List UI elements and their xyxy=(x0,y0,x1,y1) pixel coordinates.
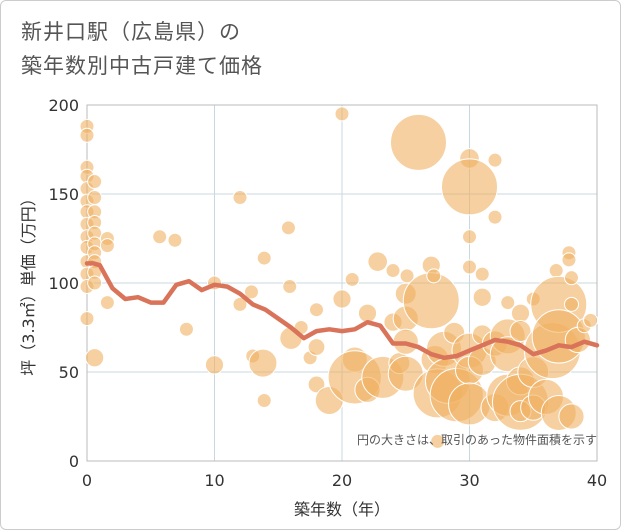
data-bubble xyxy=(509,320,532,343)
data-bubble xyxy=(309,302,324,318)
data-bubble xyxy=(99,295,115,311)
data-bubble xyxy=(87,275,103,291)
data-bubble xyxy=(99,238,115,254)
data-bubble xyxy=(583,312,599,328)
data-bubble xyxy=(510,303,531,323)
data-bubble xyxy=(248,348,278,378)
data-bubble xyxy=(367,251,389,272)
data-bubble xyxy=(500,295,516,311)
size-note: 円の大きさは、取引のあった物件面積を示す xyxy=(357,432,597,447)
data-bubble xyxy=(564,270,579,286)
data-bubble xyxy=(430,433,446,449)
chart-title: 新井口駅（広島県）の 築年数別中古戸建て価格 xyxy=(21,15,263,83)
data-bubble xyxy=(79,127,95,143)
data-bubble xyxy=(334,106,350,122)
data-bubble xyxy=(167,232,183,248)
data-bubble xyxy=(282,279,298,295)
chart-title-line2: 築年数別中古戸建て価格 xyxy=(21,54,263,78)
y-tick-label: 200 xyxy=(48,96,79,115)
data-bubble xyxy=(426,268,442,284)
data-bubble xyxy=(307,338,326,356)
x-tick-label: 40 xyxy=(587,471,607,490)
y-tick-label: 150 xyxy=(48,185,79,204)
data-bubble xyxy=(357,303,378,323)
data-bubble xyxy=(243,284,259,300)
data-bubble xyxy=(256,250,272,266)
data-bubble xyxy=(204,355,225,375)
data-bubble xyxy=(85,348,105,368)
data-bubble xyxy=(558,403,585,430)
y-tick-labels: 0 50 100 150 200 xyxy=(48,96,79,471)
data-bubble xyxy=(390,113,447,171)
data-bubble xyxy=(462,229,477,245)
data-bubble xyxy=(399,268,415,284)
x-tick-labels: 0 10 20 30 40 xyxy=(82,471,607,490)
data-bubble xyxy=(87,174,103,190)
x-axis-label: 築年数（年） xyxy=(294,500,390,519)
y-axis-label: 坪（3.3㎡）単価（万円） xyxy=(19,190,38,375)
data-bubble xyxy=(487,209,503,225)
data-bubble xyxy=(87,190,103,206)
data-bubble xyxy=(474,266,490,282)
data-bubble xyxy=(152,229,168,245)
data-bubble xyxy=(307,375,326,394)
data-bubble xyxy=(344,271,360,287)
y-tick-label: 0 xyxy=(69,452,79,471)
average-price-line xyxy=(84,261,600,361)
data-bubble xyxy=(472,287,492,307)
data-bubble xyxy=(564,296,579,312)
data-bubble xyxy=(487,152,503,168)
data-bubble xyxy=(332,289,352,309)
data-bubble xyxy=(256,392,272,408)
x-tick-label: 20 xyxy=(332,471,352,490)
data-bubble xyxy=(548,263,564,279)
data-bubble xyxy=(561,252,577,268)
y-tick-label: 100 xyxy=(48,274,79,293)
x-tick-label: 0 xyxy=(82,471,92,490)
bubble-layer xyxy=(79,106,599,449)
x-tick-label: 10 xyxy=(204,471,224,490)
x-tick-label: 30 xyxy=(459,471,479,490)
data-bubble xyxy=(280,220,296,236)
data-bubble xyxy=(79,311,95,327)
data-bubble xyxy=(178,321,194,337)
data-bubble xyxy=(232,190,248,206)
data-bubble xyxy=(462,259,477,275)
average-line-layer xyxy=(84,261,600,361)
data-bubble xyxy=(232,296,248,312)
y-tick-label: 50 xyxy=(59,363,79,382)
data-bubble xyxy=(385,263,401,279)
data-bubble xyxy=(441,158,498,216)
chart-title-line1: 新井口駅（広島県）の xyxy=(21,20,241,44)
